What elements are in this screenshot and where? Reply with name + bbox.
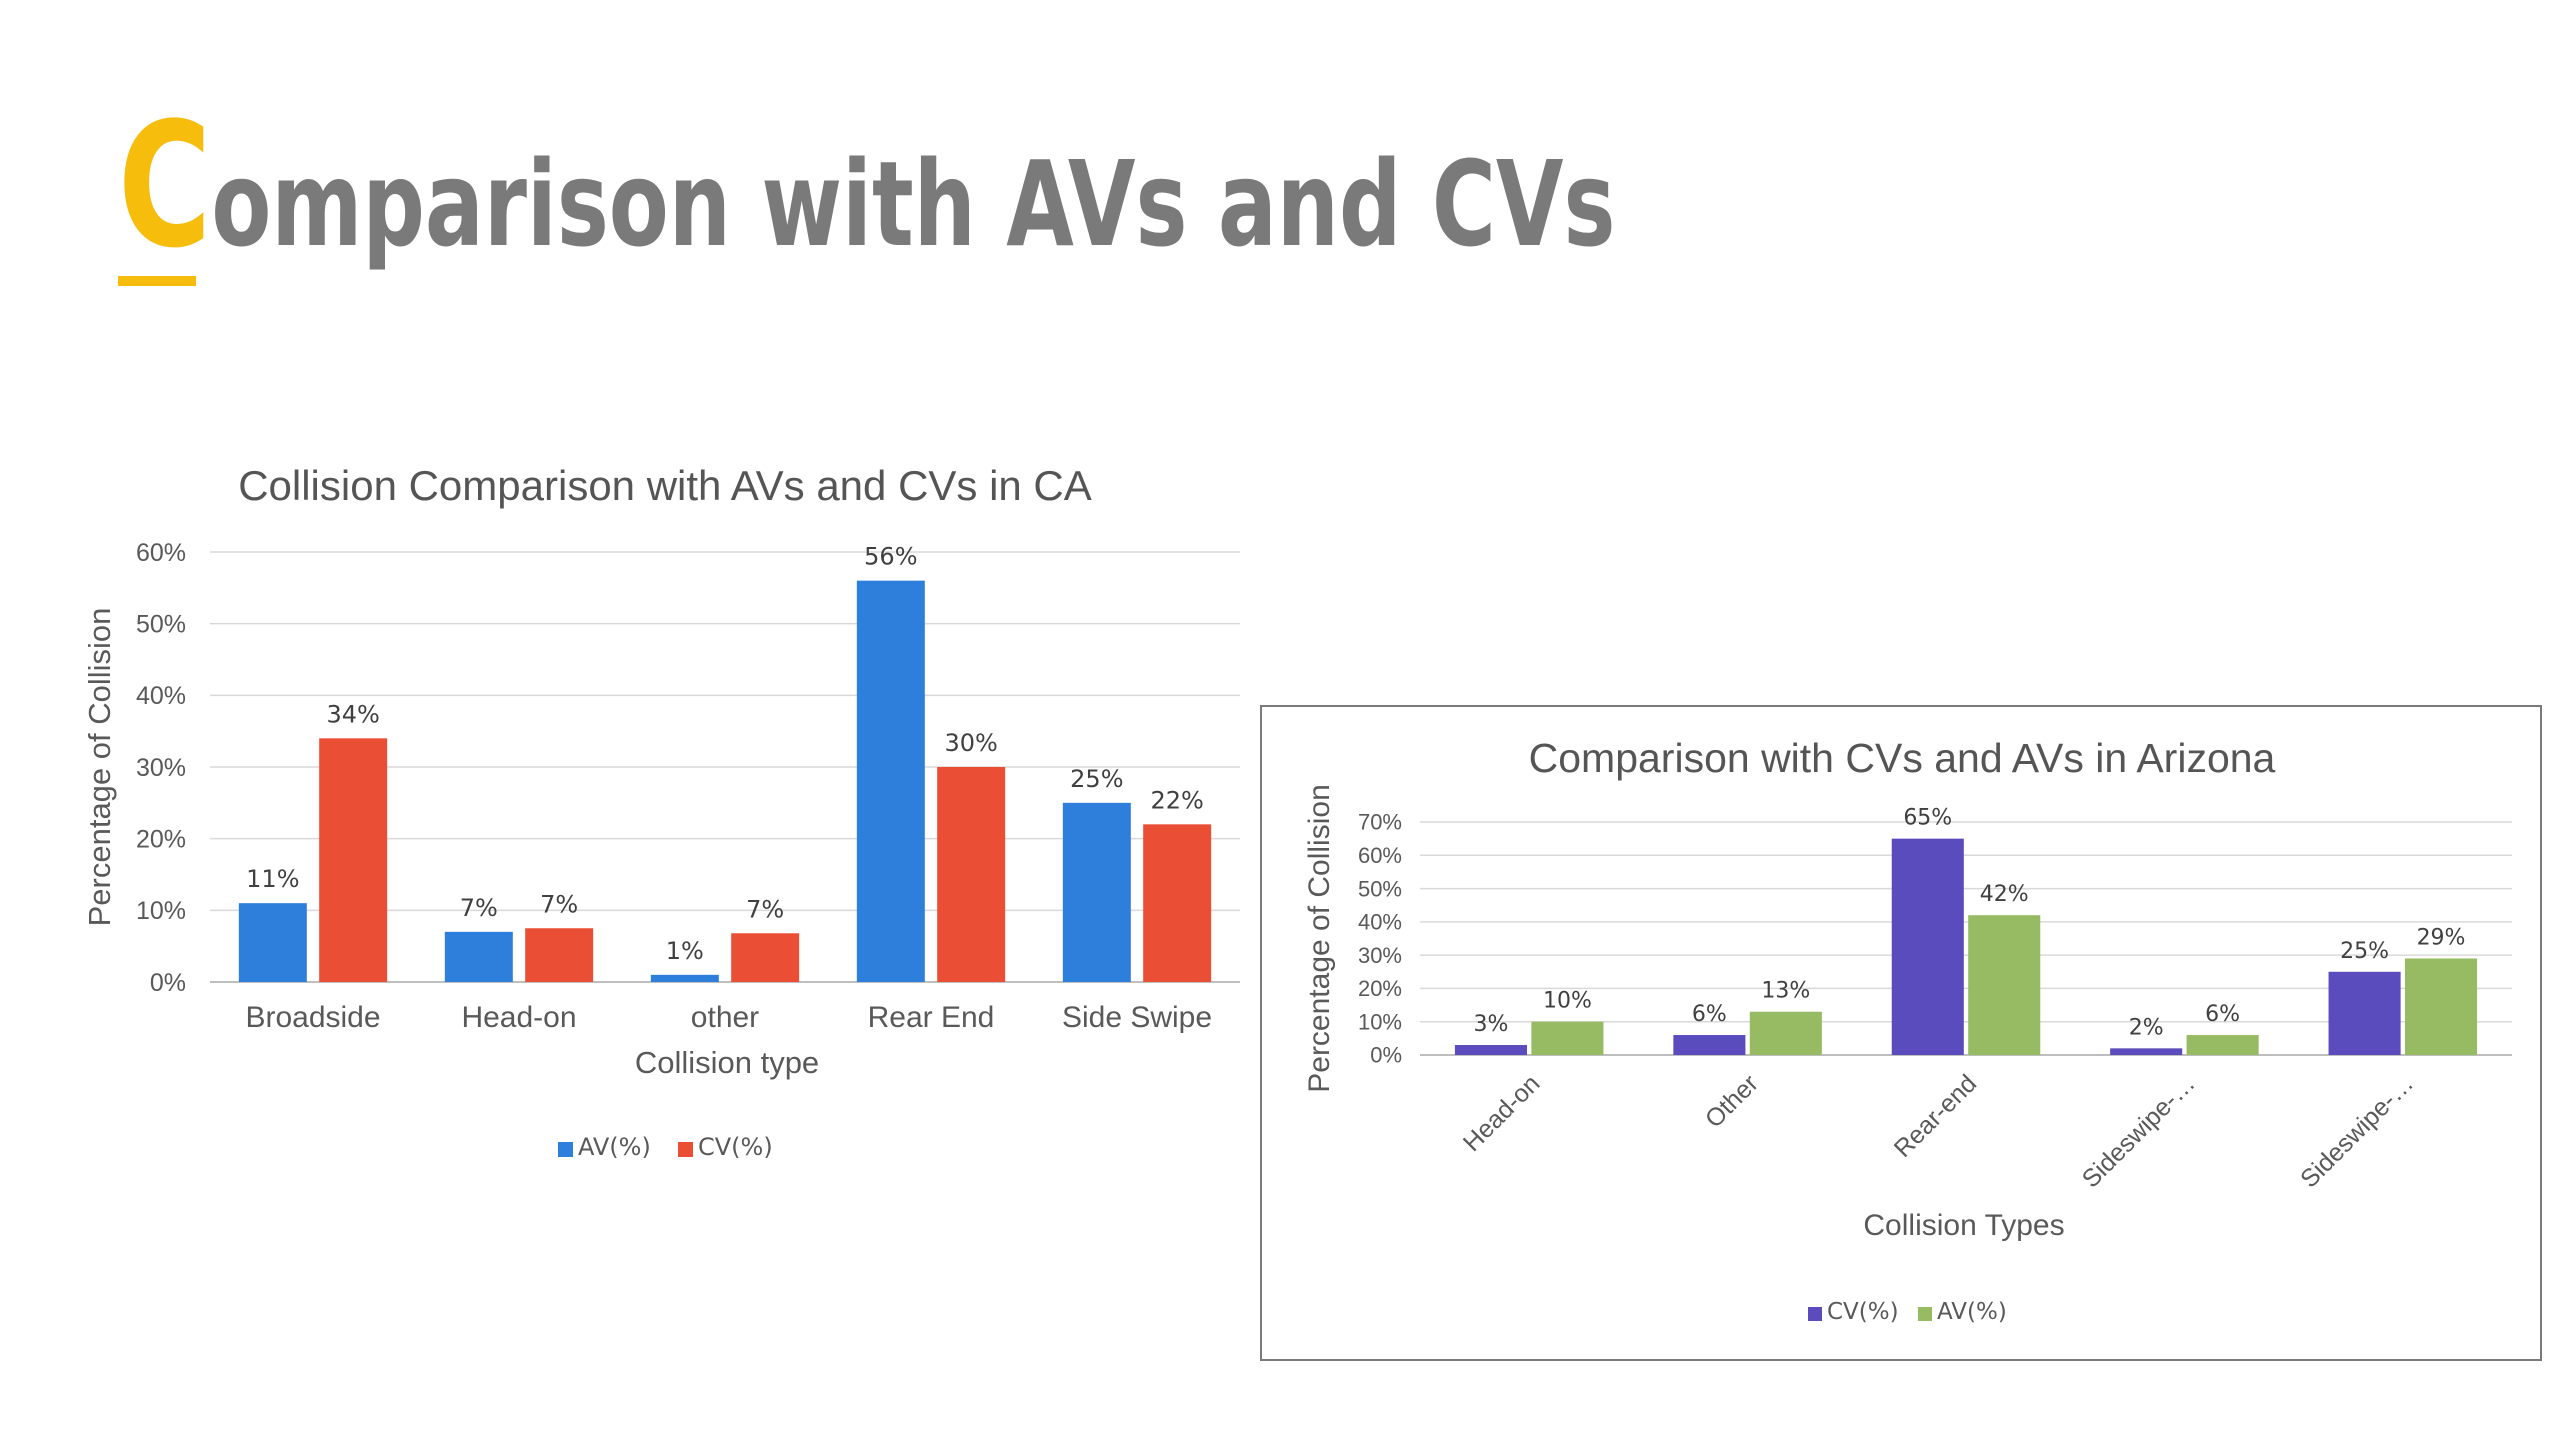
y-tick-label: 40% [136, 682, 186, 710]
legend-label: CV(%) [1827, 1299, 1899, 1325]
bar-series1 [856, 580, 925, 982]
legend-label: AV(%) [578, 1133, 651, 1161]
slide-title-first-letter: C [118, 85, 212, 286]
category-label: Side Swipe [1062, 1001, 1212, 1034]
bar-series2 [1143, 824, 1212, 982]
bar-series1 [238, 903, 307, 982]
y-tick-label: 0% [1370, 1043, 1402, 1068]
data-label: 25% [1070, 765, 1123, 793]
data-label: 7% [746, 895, 784, 923]
legend-label: CV(%) [698, 1133, 773, 1161]
y-tick-label: 70% [1358, 810, 1402, 835]
data-label: 65% [1903, 806, 1952, 831]
data-label: 6% [2205, 1002, 2240, 1027]
y-tick-label: 20% [1358, 976, 1402, 1001]
data-label: 56% [864, 543, 917, 571]
data-label: 6% [1692, 1002, 1727, 1027]
y-tick-label: 40% [1358, 910, 1402, 935]
chart-title: Collision Comparison with AVs and CVs in… [238, 462, 1092, 509]
category-label: Rear-end [1889, 1069, 1983, 1163]
data-label: 29% [2417, 925, 2466, 950]
data-label: 10% [1543, 989, 1592, 1014]
bar-series1 [1891, 838, 1964, 1055]
legend-swatch [678, 1142, 693, 1157]
y-tick-label: 30% [1358, 943, 1402, 968]
bar-series2 [319, 738, 388, 982]
y-tick-label: 60% [136, 539, 186, 567]
data-label: 22% [1150, 786, 1203, 814]
y-tick-label: 50% [136, 610, 186, 638]
bar-series2 [2186, 1035, 2259, 1055]
title-accent-underline [118, 276, 196, 286]
y-tick-label: 50% [1358, 876, 1402, 901]
data-label: 13% [1761, 979, 1810, 1004]
y-tick-label: 60% [1358, 843, 1402, 868]
legend-swatch [1808, 1307, 1822, 1321]
bar-series2 [731, 933, 800, 982]
data-label: 42% [1980, 882, 2029, 907]
chart-title: Comparison with CVs and AVs in Arizona [1529, 735, 2276, 781]
category-label: Broadside [245, 1001, 380, 1034]
bar-series2 [1749, 1011, 1822, 1055]
category-label: Rear End [868, 1001, 995, 1034]
y-tick-label: 10% [136, 897, 186, 925]
x-axis-label: Collision type [635, 1045, 819, 1080]
data-label: 3% [1474, 1012, 1509, 1037]
chart-az: Comparison with CVs and AVs in Arizona 0%… [1260, 705, 2542, 1361]
slide-title-rest: omparison with AVs and CVs [211, 135, 1616, 273]
chart-ca-svg: Collision Comparison with AVs and CVs in… [82, 462, 1240, 1161]
category-label: other [691, 1001, 759, 1034]
data-label: 2% [2129, 1015, 2164, 1040]
y-axis-label: Percentage of Collision [1303, 784, 1336, 1093]
bar-series1 [2328, 971, 2401, 1055]
y-tick-label: 30% [136, 754, 186, 782]
y-tick-label: 10% [1358, 1009, 1402, 1034]
bar-series1 [444, 931, 513, 982]
legend-label: AV(%) [1937, 1299, 2007, 1325]
chart-ca: Collision Comparison with AVs and CVs in… [70, 440, 1270, 1200]
bar-series1 [2110, 1048, 2183, 1055]
bar-series1 [1062, 802, 1131, 982]
data-label: 30% [944, 729, 997, 757]
y-tick-label: 20% [136, 825, 186, 853]
category-label: Sideswipe-… [2077, 1069, 2201, 1193]
slide-title: Comparison with AVs and CVs [118, 100, 1615, 300]
bar-series1 [1454, 1045, 1528, 1055]
bar-series2 [937, 767, 1006, 982]
legend-swatch [558, 1142, 573, 1157]
category-label: Other [1700, 1069, 1764, 1133]
category-label: Head-on [461, 1001, 576, 1034]
bar-series2 [2404, 958, 2478, 1055]
bar-series1 [1673, 1035, 1746, 1055]
bar-series2 [525, 928, 594, 982]
bar-series1 [650, 974, 719, 982]
legend-swatch [1918, 1307, 1932, 1321]
bar-series2 [1968, 915, 2041, 1055]
category-label: Head-on [1458, 1069, 1546, 1157]
data-label: 7% [540, 890, 578, 918]
data-label: 11% [246, 865, 299, 893]
data-label: 1% [666, 937, 704, 965]
data-label: 25% [2340, 939, 2389, 964]
x-axis-label: Collision Types [1863, 1209, 2064, 1242]
category-label: Sideswipe-… [2295, 1069, 2419, 1193]
data-label: 7% [460, 894, 498, 922]
y-tick-label: 0% [150, 969, 186, 997]
bar-series2 [1531, 1021, 1604, 1055]
data-label: 34% [326, 700, 379, 728]
chart-az-svg: Comparison with CVs and AVs in Arizona 0%… [1303, 735, 2512, 1325]
y-axis-label: Percentage of Collision [82, 608, 117, 927]
